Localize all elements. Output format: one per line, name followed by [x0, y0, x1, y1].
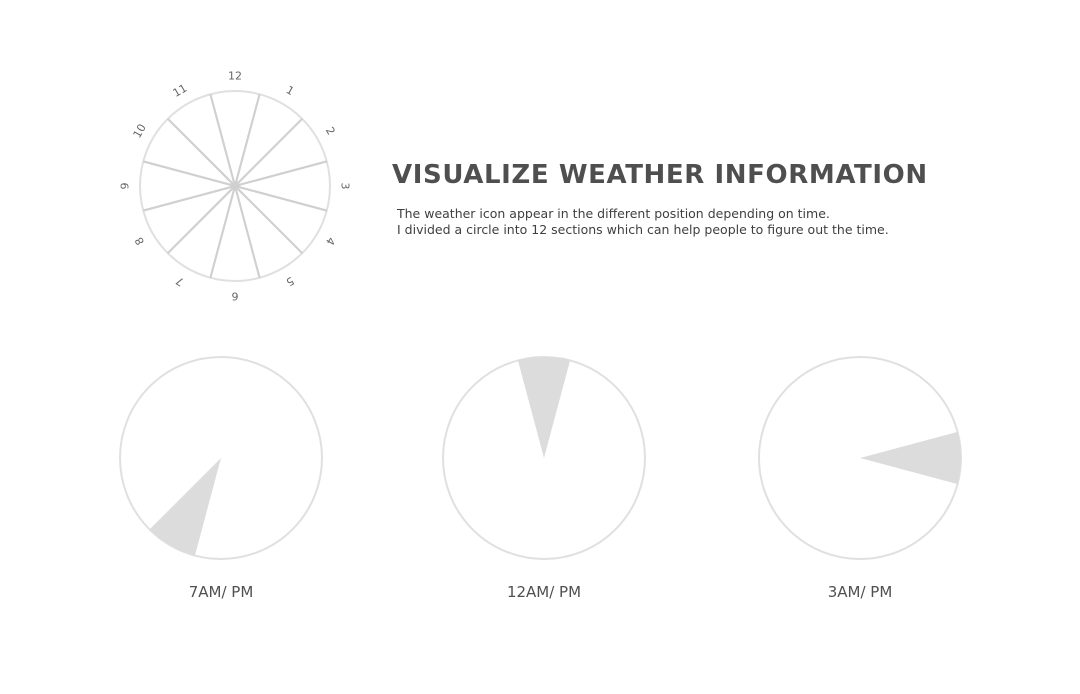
example-caption-2: 12AM/ PM — [506, 583, 582, 601]
hour-label: 2 — [323, 125, 338, 138]
section-spoke — [167, 93, 237, 190]
section-spoke — [209, 182, 261, 279]
hour-label: 9 — [119, 183, 132, 190]
description: The weather icon appear in the different… — [397, 206, 889, 238]
hour-label: 11 — [171, 82, 190, 100]
hour-label: 6 — [232, 290, 239, 303]
section-spoke — [233, 182, 303, 279]
example-clocks — [119, 356, 962, 560]
section-spoke — [142, 184, 239, 254]
section-spoke — [142, 160, 239, 212]
hour-label: 8 — [132, 235, 147, 248]
example-caption-1: 7AM/ PM — [188, 583, 254, 601]
section-spoke — [231, 184, 328, 254]
section-spoke — [231, 118, 328, 188]
hour-label: 12 — [228, 70, 242, 83]
example-caption-3: 3AM/ PM — [827, 583, 893, 601]
hour-label: 7 — [174, 274, 187, 289]
description-line: I divided a circle into 12 sections whic… — [397, 222, 889, 237]
page-title: VISUALIZE WEATHER INFORMATION — [392, 160, 928, 190]
hour-label: 4 — [323, 235, 338, 248]
section-spoke — [231, 160, 328, 212]
description-line: The weather icon appear in the different… — [397, 206, 830, 221]
hour-label: 3 — [339, 183, 352, 190]
section-spoke — [142, 118, 239, 188]
section-spoke — [167, 182, 237, 279]
hour-label: 1 — [284, 83, 297, 98]
hour-label: 10 — [131, 122, 149, 141]
example-clock-face — [119, 356, 323, 560]
section-spoke — [233, 93, 303, 190]
section-spoke — [209, 93, 261, 190]
hour-wedge — [860, 431, 962, 485]
hour-wedge — [149, 458, 221, 556]
hour-label: 5 — [284, 274, 297, 289]
hour-wedge — [517, 356, 571, 458]
clock-face — [139, 90, 331, 282]
